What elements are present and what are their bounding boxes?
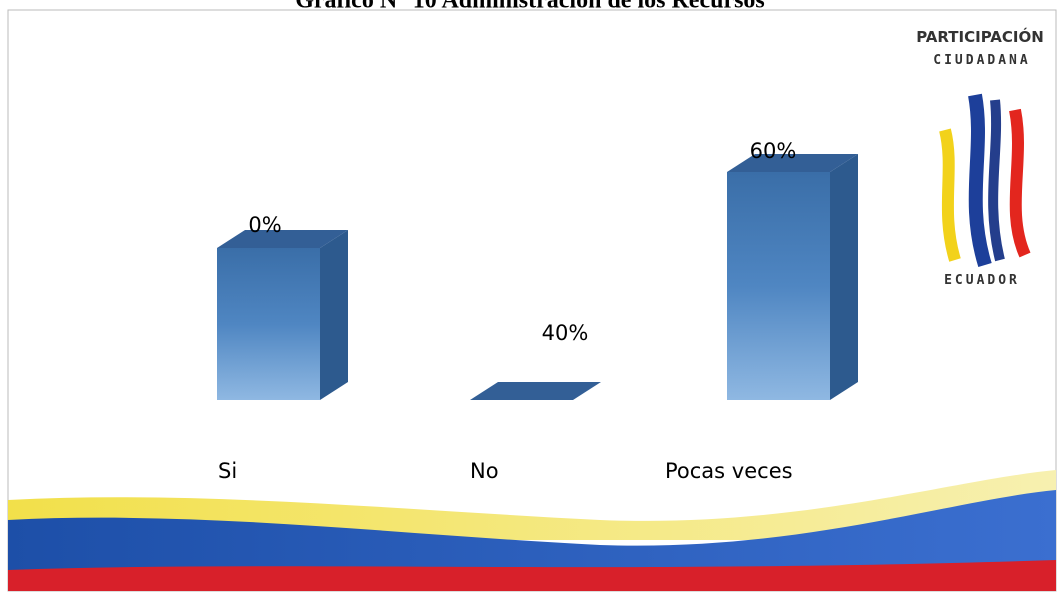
logo-text: CIUDADANA — [933, 53, 1030, 68]
x-tick-label: Si — [218, 459, 237, 483]
chart-title: Gráfico N° 10 Administración de los Recu… — [295, 0, 765, 14]
logo-text: ECUADOR — [944, 273, 1020, 288]
data-label: 60% — [750, 139, 797, 163]
bar-side — [830, 154, 858, 400]
bar — [217, 230, 348, 400]
bar-front — [727, 172, 830, 400]
bar — [727, 154, 858, 400]
bar-side — [320, 230, 348, 400]
data-label: 0% — [248, 213, 281, 237]
chart: Gráfico N° 10 Administración de los Recu… — [0, 0, 1057, 592]
bar-front — [217, 248, 320, 400]
x-tick-label: No — [470, 459, 499, 483]
logo-text: PARTICIPACIÓN — [916, 27, 1044, 46]
data-label: 40% — [542, 321, 589, 345]
x-tick-label: Pocas veces — [665, 459, 793, 483]
